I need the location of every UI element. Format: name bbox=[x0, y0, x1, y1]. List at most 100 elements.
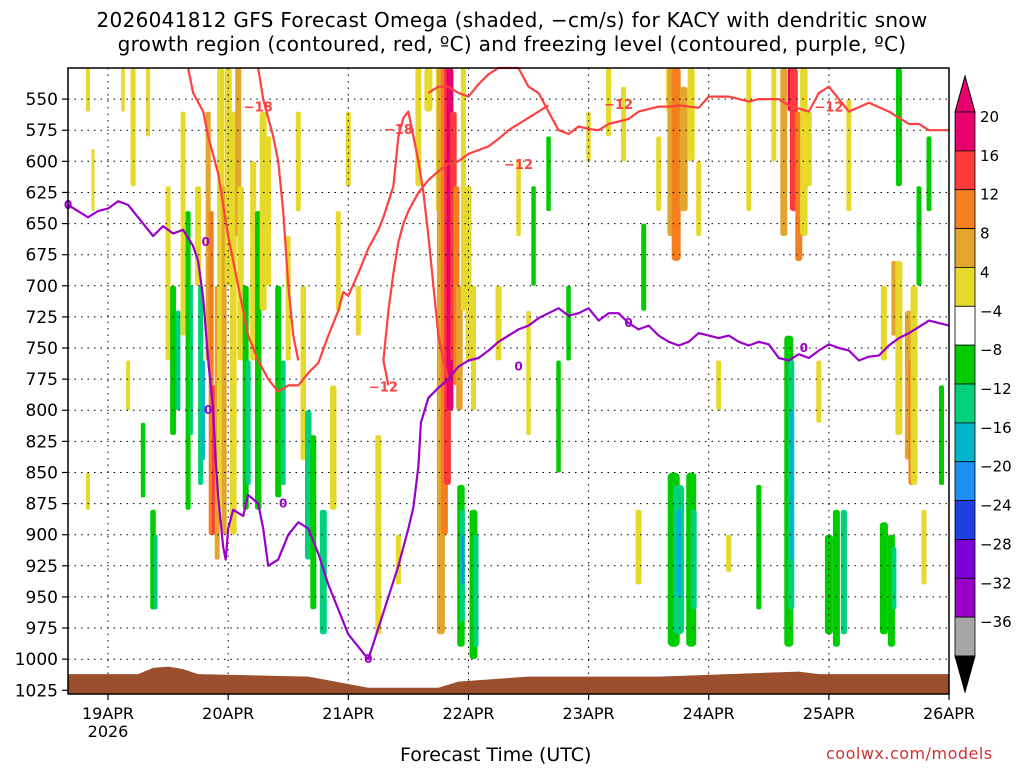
omega-cell bbox=[916, 186, 922, 286]
x-axis-title: Forecast Time (UTC) bbox=[400, 744, 592, 766]
y-tick-label: 875 bbox=[26, 495, 58, 515]
chart-title-line-1: 2026041812 GFS Forecast Omega (shaded, −… bbox=[96, 8, 928, 32]
omega-cell bbox=[153, 534, 158, 610]
omega-cell bbox=[345, 111, 351, 187]
omega-cell bbox=[816, 360, 822, 423]
omega-cell bbox=[879, 522, 888, 635]
omega-cell bbox=[696, 161, 702, 236]
omega-cell bbox=[185, 211, 191, 510]
omega-cell bbox=[641, 223, 647, 311]
omega-cell bbox=[375, 435, 382, 635]
colorbar-swatch bbox=[954, 461, 976, 502]
y-tick-label: 925 bbox=[26, 557, 58, 577]
colorbar-swatch bbox=[954, 577, 976, 618]
omega-cell bbox=[86, 472, 90, 510]
x-tick-label: 26APR bbox=[923, 704, 975, 723]
omega-cell bbox=[756, 484, 762, 610]
omega-cell bbox=[566, 285, 571, 361]
omega-cell bbox=[746, 68, 752, 212]
omega-cell bbox=[789, 410, 794, 560]
omega-cell bbox=[189, 285, 193, 436]
colorbar-swatch bbox=[954, 189, 976, 229]
omega-cell bbox=[726, 534, 732, 572]
omega-cell bbox=[310, 435, 317, 610]
omega-cell bbox=[771, 68, 777, 162]
dgz-contour-label: −18 bbox=[384, 123, 413, 138]
colorbar-label: −24 bbox=[980, 497, 1012, 515]
dgz-contour-label: −18 bbox=[244, 101, 273, 116]
omega-cell bbox=[91, 148, 95, 212]
omega-cell bbox=[690, 509, 697, 610]
omega-cell bbox=[635, 509, 642, 585]
colorbar-swatch bbox=[954, 500, 976, 540]
omega-cell bbox=[895, 68, 902, 187]
x-tick-label: 24APR bbox=[683, 704, 735, 723]
omega-cell bbox=[245, 360, 251, 485]
omega-cell bbox=[259, 111, 267, 311]
omega-cell bbox=[716, 360, 722, 411]
colorbar-label: −28 bbox=[980, 535, 1012, 553]
colorbar-label: −12 bbox=[980, 380, 1012, 398]
omega-cell bbox=[330, 385, 337, 510]
y-tick-label: 750 bbox=[26, 339, 58, 359]
omega-cell bbox=[201, 360, 205, 461]
colorbar-swatch bbox=[954, 616, 976, 657]
y-tick-label: 700 bbox=[26, 277, 58, 297]
omega-cell bbox=[526, 310, 531, 436]
omega-cell bbox=[250, 161, 257, 361]
y-tick-label: 575 bbox=[26, 121, 58, 141]
omega-cell bbox=[531, 186, 536, 286]
freezing-level-label: 0 bbox=[364, 652, 372, 666]
colorbar-swatch bbox=[954, 539, 976, 579]
y-tick-label: 550 bbox=[26, 90, 58, 110]
colorbar-label: 12 bbox=[980, 186, 999, 204]
colorbar-label: −8 bbox=[980, 341, 1002, 359]
omega-cell bbox=[895, 260, 903, 436]
colorbar-swatch bbox=[954, 422, 976, 463]
y-tick-label: 650 bbox=[26, 215, 58, 235]
x-tick-label: 21APR bbox=[322, 704, 374, 723]
colorbar-label: 20 bbox=[980, 108, 999, 126]
omega-cell bbox=[805, 111, 812, 187]
y-tick-label: 775 bbox=[26, 370, 58, 390]
terrain-surface bbox=[68, 666, 949, 694]
colorbar-label: 16 bbox=[980, 147, 999, 165]
dgz-contour-line bbox=[187, 67, 450, 393]
freezing-level-line bbox=[67, 200, 950, 661]
omega-cell bbox=[195, 186, 202, 286]
chart-title: 2026041812 GFS Forecast Omega (shaded, −… bbox=[0, 8, 1024, 56]
omega-cell bbox=[180, 111, 186, 336]
omega-cell bbox=[473, 534, 479, 647]
omega-cell bbox=[621, 86, 627, 162]
colorbar-top-arrow bbox=[954, 74, 976, 113]
colorbar-label: −36 bbox=[980, 613, 1012, 631]
y-tick-label: 900 bbox=[26, 526, 58, 546]
omega-cell bbox=[305, 410, 312, 560]
y-tick-label: 675 bbox=[26, 246, 58, 266]
freezing-level-label: 0 bbox=[800, 341, 808, 355]
x-tick-label: 23APR bbox=[563, 704, 615, 723]
omega-cell bbox=[175, 310, 181, 411]
omega-cell bbox=[335, 211, 341, 311]
x-tick-label: 22APR bbox=[442, 704, 494, 723]
omega-cell bbox=[780, 68, 788, 236]
credit-link[interactable]: coolwx.com/models bbox=[826, 744, 993, 763]
colorbar-swatch bbox=[954, 305, 976, 346]
dgz-contour-label: −12 bbox=[814, 101, 843, 116]
x-tick-label: 20APR bbox=[202, 704, 254, 723]
chart-title-line-2: growth region (contoured, red, ºC) and f… bbox=[117, 32, 907, 56]
omega-cell bbox=[546, 136, 551, 212]
y-tick-label: 600 bbox=[26, 152, 58, 172]
omega-cell bbox=[832, 509, 840, 647]
colorbar-swatch bbox=[954, 383, 976, 424]
omega-cell bbox=[910, 285, 918, 485]
omega-cell bbox=[265, 136, 272, 286]
omega-cell bbox=[671, 68, 681, 261]
omega-cell bbox=[891, 260, 897, 336]
omega-cell bbox=[121, 68, 125, 112]
omega-cell bbox=[656, 136, 662, 212]
omega-cell bbox=[606, 68, 612, 137]
omega-cell bbox=[424, 68, 433, 112]
